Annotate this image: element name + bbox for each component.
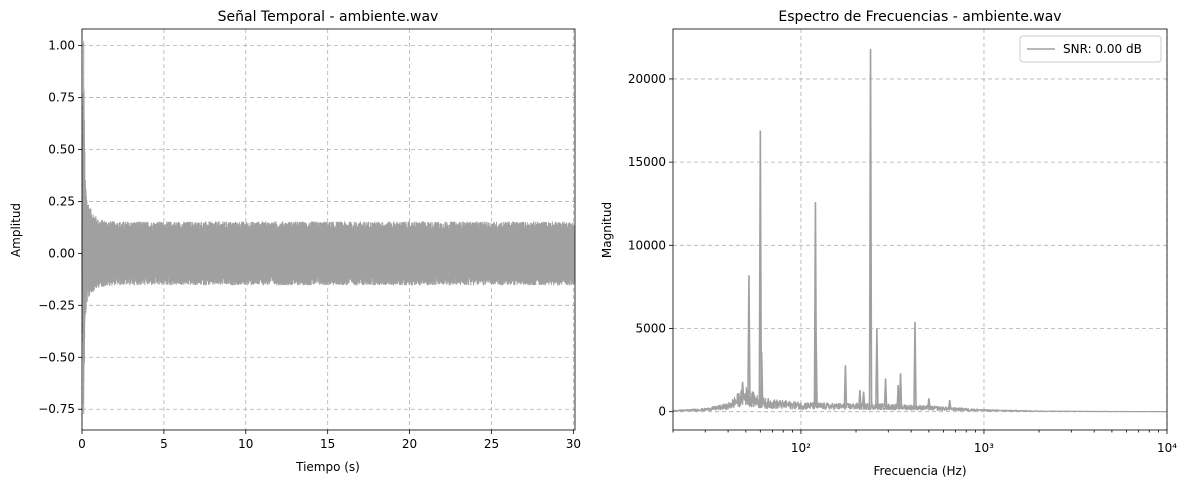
legend: SNR: 0.00 dB	[1019, 35, 1162, 63]
legend-label: SNR: 0.00 dB	[1063, 42, 1142, 56]
data-series	[81, 41, 575, 414]
plot-frame	[672, 28, 1168, 431]
y-tick-label: 0.50	[48, 143, 75, 157]
x-tick-label: 0	[78, 437, 86, 451]
y-tick-label: 10000	[628, 238, 666, 252]
y-tick-label: 1.00	[48, 39, 75, 53]
spectrum-peak	[947, 399, 952, 410]
spectrum-peak	[858, 390, 862, 407]
grid	[673, 29, 1168, 430]
y-tick-label: −0.50	[38, 350, 75, 364]
spectrum-peak	[896, 385, 901, 408]
spectrum-peak	[758, 130, 763, 404]
spectrum-peak	[898, 373, 903, 408]
signal-line	[81, 41, 575, 414]
x-tick-label: 15	[320, 437, 335, 451]
chart-title: Señal Temporal - ambiente.wav	[218, 9, 439, 25]
x-tick-label: 5	[160, 437, 168, 451]
x-tick-label: 10³	[974, 441, 994, 455]
data-series	[672, 48, 1168, 413]
spectrum-line	[672, 386, 1168, 413]
spectrum-peak	[868, 48, 873, 407]
x-ticks: 0 5 10 15 20 25 30	[78, 430, 581, 451]
spectrum-peak	[913, 321, 917, 408]
y-tick-label: 5000	[635, 322, 666, 336]
y-ticks: −0.75 −0.50 −0.25 0.00 0.25 0.50 0.75 1.00	[38, 39, 82, 416]
spectrum-peak	[843, 365, 848, 407]
y-axis-label: Magnitud	[600, 202, 614, 258]
spectrum-peak	[927, 398, 931, 409]
x-tick-label: 10²	[791, 441, 811, 455]
spectrum-peak	[814, 336, 818, 407]
x-tick-label: 20	[402, 437, 417, 451]
spectrum-peak	[861, 391, 866, 407]
x-axis-label: Tiempo (s)	[295, 460, 360, 474]
y-tick-label: 20000	[628, 72, 666, 86]
legend-box	[1019, 35, 1162, 63]
y-tick-label: 0	[658, 405, 666, 419]
x-tick-label: 30	[566, 437, 581, 451]
y-tick-label: 0.00	[48, 246, 75, 260]
y-axis-label: Amplitud	[9, 203, 23, 257]
spectrum-peak	[875, 328, 879, 407]
chart-title: Espectro de Frecuencias - ambiente.wav	[778, 9, 1061, 25]
spectrum-peak	[883, 378, 888, 407]
spectrum-peak	[747, 275, 751, 399]
y-tick-label: −0.25	[38, 298, 75, 312]
grid	[81, 29, 575, 430]
y-tick-label: 0.75	[48, 91, 75, 105]
time-signal-chart: Señal Temporal - ambiente.wav 0 5 10 15 20 25…	[9, 9, 581, 474]
y-ticks: 0 5000 10000 15000 20000	[628, 72, 673, 419]
y-tick-label: 0.25	[48, 194, 75, 208]
y-tick-label: −0.75	[38, 402, 75, 416]
y-tick-label: 15000	[628, 155, 666, 169]
plot-frame	[81, 28, 576, 431]
x-tick-label: 25	[484, 437, 499, 451]
spectrum-peak	[740, 381, 745, 399]
x-tick-label: 10⁴	[1157, 441, 1177, 455]
x-tick-label: 10	[238, 437, 253, 451]
frequency-spectrum-chart: Espectro de Frecuencias - ambiente.wav 1…	[600, 9, 1177, 478]
x-axis-label: Frecuencia (Hz)	[873, 464, 966, 478]
spectrum-peak	[759, 351, 764, 404]
x-ticks: 10² 10³ 10⁴	[672, 430, 1177, 455]
